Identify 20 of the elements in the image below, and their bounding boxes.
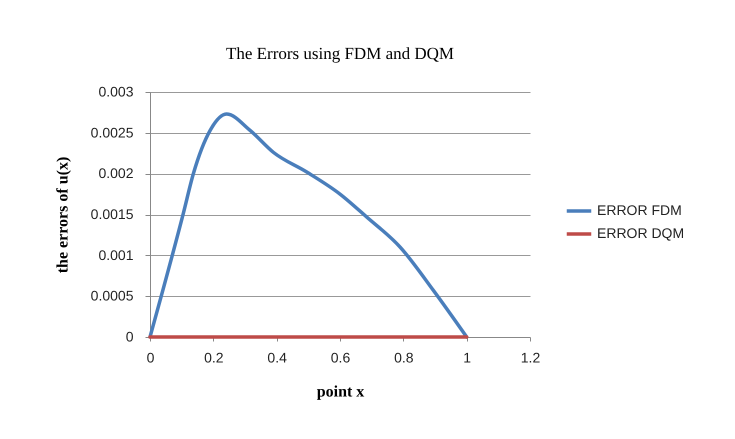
y-tick-label: 0.0025: [90, 124, 134, 140]
x-tick-label: 0.2: [204, 350, 224, 366]
y-tick-label: 0.001: [98, 246, 134, 263]
y-tick-label: 0.0005: [90, 288, 134, 304]
x-tick-label: 0.8: [394, 350, 414, 366]
y-axis-title: the errors of u(x): [54, 156, 72, 274]
x-tick-label: 0.4: [267, 350, 288, 366]
y-tick-label: 0.0015: [90, 206, 134, 222]
x-tick-label: 0.6: [330, 350, 350, 366]
x-axis-title: point x: [316, 384, 364, 400]
legend-label: ERROR DQM: [597, 225, 684, 241]
y-tick-label: 0.003: [98, 84, 134, 100]
y-tick-label: 0: [126, 328, 134, 344]
line-series: [148, 112, 468, 339]
x-tick-label: 0: [146, 350, 155, 366]
x-tick-label: 1.2: [520, 350, 540, 366]
y-tick-label: 0.002: [98, 165, 134, 182]
legend-label: ERROR FDM: [597, 202, 682, 218]
chart-title: The Errors using FDM and DQM: [226, 44, 454, 63]
x-tick-label: 1: [463, 350, 472, 366]
